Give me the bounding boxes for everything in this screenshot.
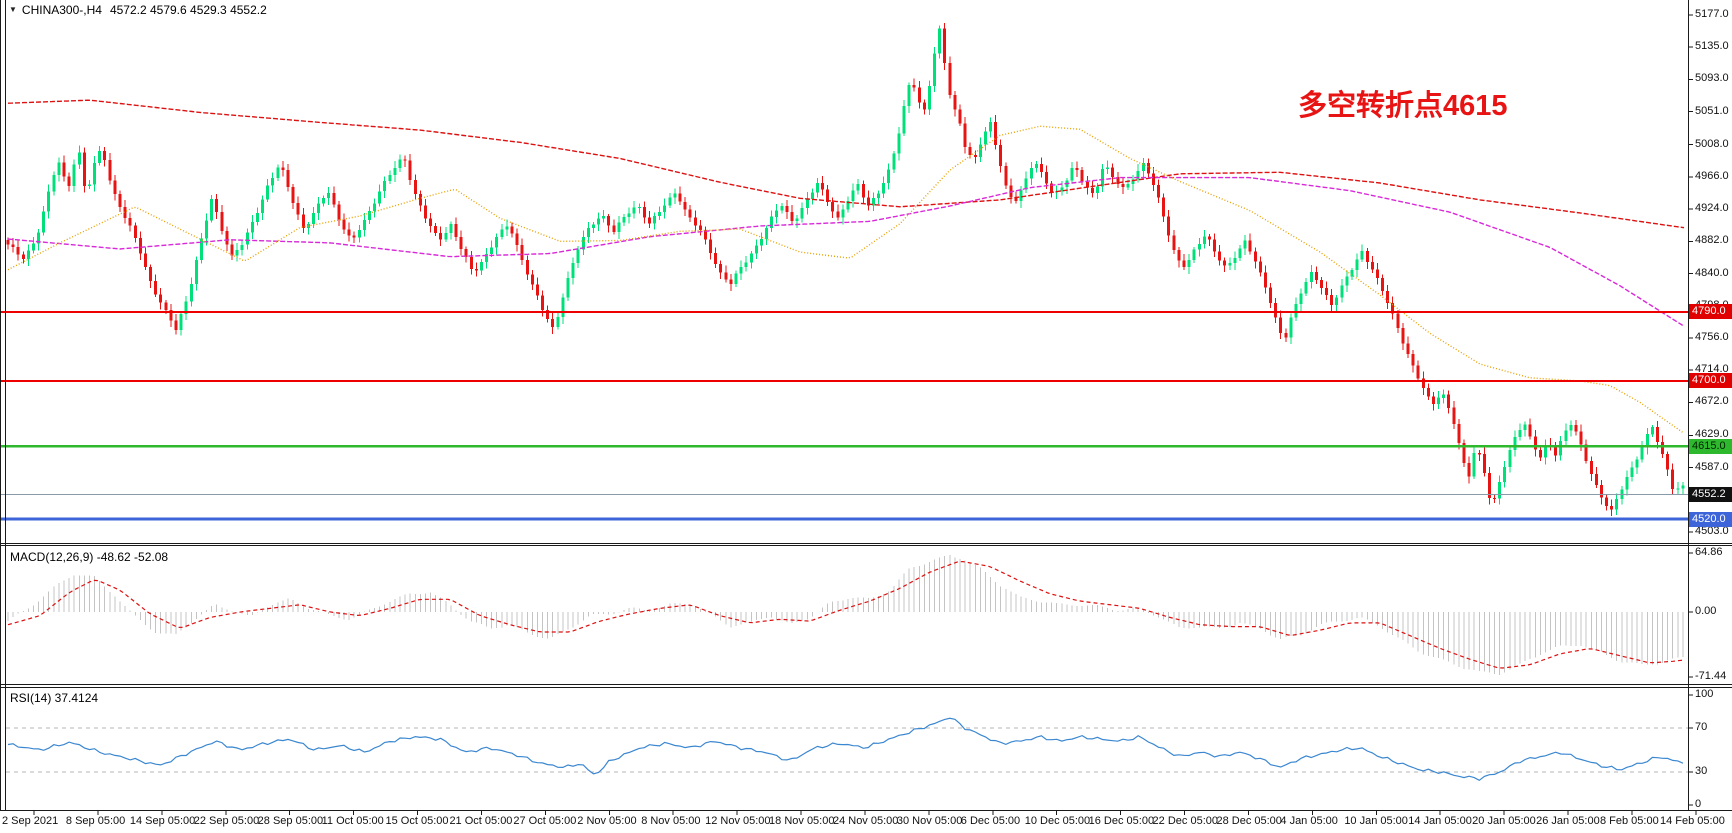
annotation-text: 多空转折点4615 bbox=[1298, 90, 1508, 122]
rsi-indicator-label: RSI(14) 37.4124 bbox=[10, 691, 99, 705]
ohlc-values: 4572.2 4579.6 4529.3 4552.2 bbox=[109, 3, 267, 17]
symbol-period-label: CHINA300-,H4 bbox=[21, 3, 102, 17]
chart-title-bar: ▼ CHINA300-,H4 4572.2 4579.6 4529.3 4552.2 bbox=[9, 3, 267, 17]
collapse-arrow-icon[interactable]: ▼ bbox=[9, 5, 17, 14]
macd-indicator-label: MACD(12,26,9) -48.62 -52.08 bbox=[10, 550, 169, 564]
